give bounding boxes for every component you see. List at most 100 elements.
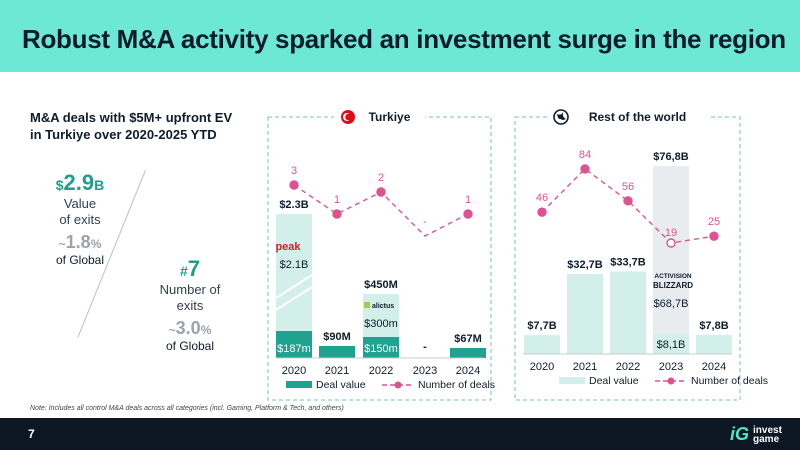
legend-label-bar-1: Deal value [589, 375, 639, 387]
category-label-1-2024: 2024 [702, 361, 726, 373]
category-label-1-2022: 2022 [616, 361, 640, 373]
bar-0-2021 [319, 346, 355, 358]
deals-label-0-2024: 1 [465, 194, 471, 206]
annotation-1-0: $68,7B [654, 298, 689, 310]
deals-point-0-2022 [376, 187, 386, 197]
bar-total-0-2020 [276, 214, 312, 331]
value-share: ~1.8% [58, 232, 102, 252]
value-label-0-2022: $450M [364, 279, 398, 291]
count-label-1: Number of [159, 282, 221, 297]
number-of-exits-stat: #7 Number of exits ~3.0% of Global [150, 256, 230, 353]
deals-label-0-2023: - [423, 216, 427, 228]
flag-crescent-cut [345, 113, 352, 121]
deals-point-0-2020 [289, 180, 299, 190]
category-label-0-2020: 2020 [282, 365, 306, 377]
deals-point-1-2023 [666, 238, 676, 248]
deals-label-1-2023: 19 [665, 227, 677, 239]
legend-swatch-bar-1 [559, 377, 585, 384]
page-number: 7 [28, 427, 35, 441]
deals-line-1 [541, 167, 715, 244]
value-label-1: Value [63, 196, 97, 211]
category-label-1-2023: 2023 [659, 361, 683, 373]
annotation-0-1: $300m [364, 318, 398, 330]
count-figure: #7 [179, 256, 201, 281]
bar-total-1-2023 [653, 166, 689, 335]
value-label-0-2020: $2.3B [279, 199, 308, 211]
alictus-logo: alictus [372, 303, 394, 310]
summary-heading: M&A deals with $5M+ upfront EV in Turkiy… [30, 109, 245, 143]
slide-title: Robust M&A activity sparked an investmen… [22, 24, 786, 54]
alictus-logo-mark [364, 302, 370, 308]
summary-heading-line1: M&A deals with $5M+ upfront EV [30, 110, 233, 125]
category-label-0-2022: 2022 [369, 365, 393, 377]
count-share: ~3.0% [168, 318, 212, 338]
value-label-1-2024: $7,8B [699, 320, 728, 332]
count-label-2: exits [176, 298, 204, 313]
inner-label-0-2020: $187m [277, 343, 311, 355]
value-label-1-2020: $7,7B [527, 320, 556, 332]
activision-logo: ACTIVISION [654, 273, 692, 280]
deals-point-0-2021 [332, 209, 342, 219]
category-label-0-2024: 2024 [456, 365, 480, 377]
deals-label-1-2021: 84 [579, 149, 591, 161]
deals-point-0-2024 [463, 209, 473, 219]
legend-swatch-dot-0 [394, 381, 402, 389]
deals-label-0-2021: 1 [334, 194, 340, 206]
deals-label-1-2024: 25 [708, 216, 720, 228]
bar-stripe-1 [275, 274, 313, 299]
blizzard-logo: BLIZZARD [653, 281, 693, 290]
inner-label-1-2023: $8,1B [657, 339, 686, 351]
bar-inner-0-2022 [363, 337, 399, 358]
value-label-1-2021: $32,7B [567, 259, 603, 271]
deals-point-1-2020 [537, 207, 547, 217]
deals-point-1-2022 [623, 196, 633, 206]
deals-label-0-2020: 3 [291, 165, 297, 177]
legend-swatch-dot-1 [667, 377, 675, 385]
value-label-2: of exits [59, 212, 101, 227]
header-band [0, 0, 800, 72]
bar-inner-1-2023 [653, 334, 689, 354]
inner-label-0-2022: $150m [364, 343, 398, 355]
value-label-0-2021: $90M [323, 331, 351, 343]
panel-title-1: Rest of the world [589, 110, 686, 124]
panel-frame-0 [267, 116, 492, 401]
value-label-1-2023: $76,8B [653, 151, 689, 163]
category-label-0-2021: 2021 [325, 365, 349, 377]
panel-title-bg-0 [334, 107, 425, 127]
value-of-exits-stat: $2.9B Value of exits ~1.8% of Global [45, 170, 115, 267]
deals-label-1-2022: 56 [622, 181, 634, 193]
bar-1-2022 [610, 271, 646, 354]
value-share-label: of Global [55, 253, 105, 267]
count-share-label: of Global [165, 339, 215, 353]
deals-label-0-2022: 2 [378, 172, 384, 184]
panel-title-bg-1 [547, 107, 708, 127]
bar-total-0-2022 [363, 294, 399, 337]
value-figure: $2.9B [55, 170, 105, 195]
value-label-0-2024: $67M [454, 333, 482, 345]
category-label-1-2021: 2021 [573, 361, 597, 373]
peak-logo: peak [275, 241, 301, 253]
legend-label-line-0: Number of deals [418, 379, 495, 391]
value-label-0-2023: - [423, 341, 427, 353]
deals-point-1-2024 [709, 231, 719, 241]
deals-label-1-2020: 46 [536, 192, 548, 204]
bar-inner-0-2020 [276, 331, 312, 358]
summary-heading-line2: in Turkiye over 2020-2025 YTD [30, 127, 217, 142]
annotation-0-0: $2.1B [280, 259, 309, 271]
legend-swatch-bar-0 [286, 381, 312, 388]
bar-1-2024 [696, 334, 732, 354]
globe-land [557, 112, 566, 120]
footer-band [0, 418, 800, 450]
value-label-1-2022: $33,7B [610, 257, 646, 269]
legend-label-line-1: Number of deals [691, 375, 768, 387]
category-label-0-2023: 2023 [413, 365, 437, 377]
logo-text: invest game [753, 424, 782, 445]
bar-stripe-2 [275, 286, 313, 311]
deals-point-1-2021 [580, 164, 590, 174]
bar-0-2024 [450, 348, 486, 358]
bar-1-2021 [567, 273, 603, 354]
investgame-logo: iG invest game [730, 424, 782, 445]
panel-title-0: Turkiye [369, 110, 411, 124]
category-label-1-2020: 2020 [530, 361, 554, 373]
